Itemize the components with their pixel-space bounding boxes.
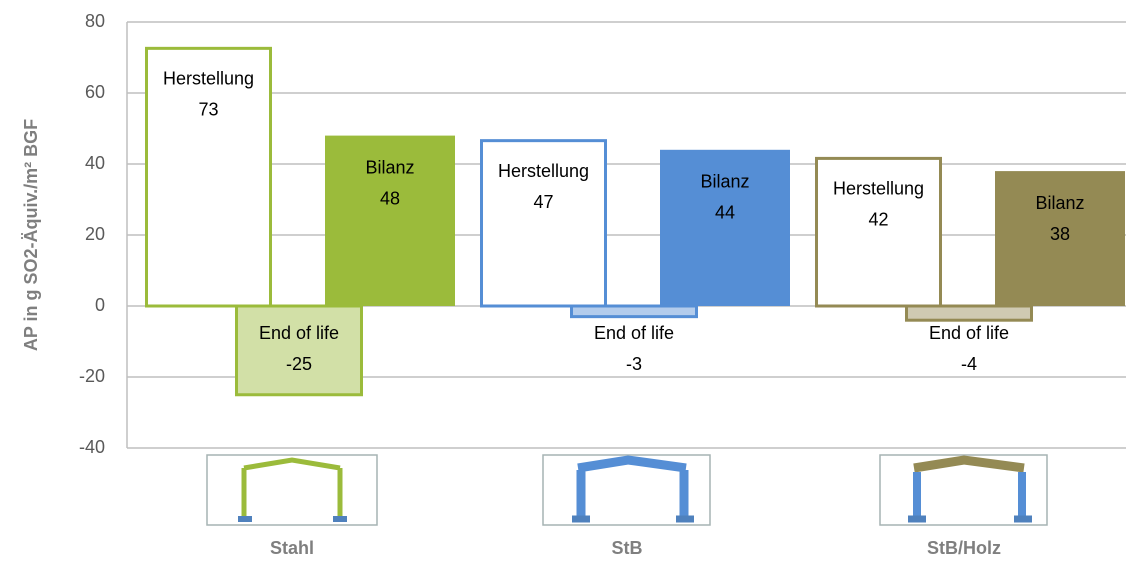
data-label-name: Herstellung [163, 69, 254, 89]
icon-stahl [206, 454, 378, 526]
y-tick-label: 20 [85, 224, 105, 244]
icon-stb-holz [879, 454, 1048, 526]
bar [480, 139, 607, 308]
bar [570, 304, 698, 319]
data-label-name: Bilanz [700, 172, 749, 192]
data-label: 44 [715, 203, 735, 223]
data-label: -3 [626, 354, 642, 374]
data-label: 38 [1050, 224, 1070, 244]
bar [145, 46, 272, 308]
icon-stb [542, 454, 711, 526]
bar [235, 304, 363, 397]
bar [660, 149, 790, 306]
data-label-name: End of life [259, 323, 339, 343]
x-tick-label: StB [612, 538, 643, 558]
x-tick-label: Stahl [270, 538, 314, 558]
data-label-name: Bilanz [365, 157, 414, 177]
data-label: -25 [286, 354, 312, 374]
data-label: 73 [198, 100, 218, 120]
data-label: 42 [868, 210, 888, 230]
data-label: 48 [380, 188, 400, 208]
bar [325, 135, 455, 306]
y-tick-label: 0 [95, 295, 105, 315]
data-label-name: Herstellung [833, 179, 924, 199]
bar [815, 156, 942, 308]
data-label: -4 [961, 354, 977, 374]
x-tick-label: StB/Holz [927, 538, 1001, 558]
icons [206, 454, 1048, 526]
data-label-name: End of life [594, 323, 674, 343]
y-axis-label: AP in g SO2-Äquiv./m² BGF [21, 119, 41, 351]
y-tick-label: -20 [79, 366, 105, 386]
y-tick-label: -40 [79, 437, 105, 457]
bar [905, 304, 1033, 322]
data-label-name: Herstellung [498, 161, 589, 181]
data-label-name: End of life [929, 323, 1009, 343]
data-label: 47 [533, 192, 553, 212]
bar [995, 171, 1125, 306]
y-tick-label: 60 [85, 82, 105, 102]
y-tick-label: 40 [85, 153, 105, 173]
y-tick-label: 80 [85, 11, 105, 31]
data-label-name: Bilanz [1035, 193, 1084, 213]
